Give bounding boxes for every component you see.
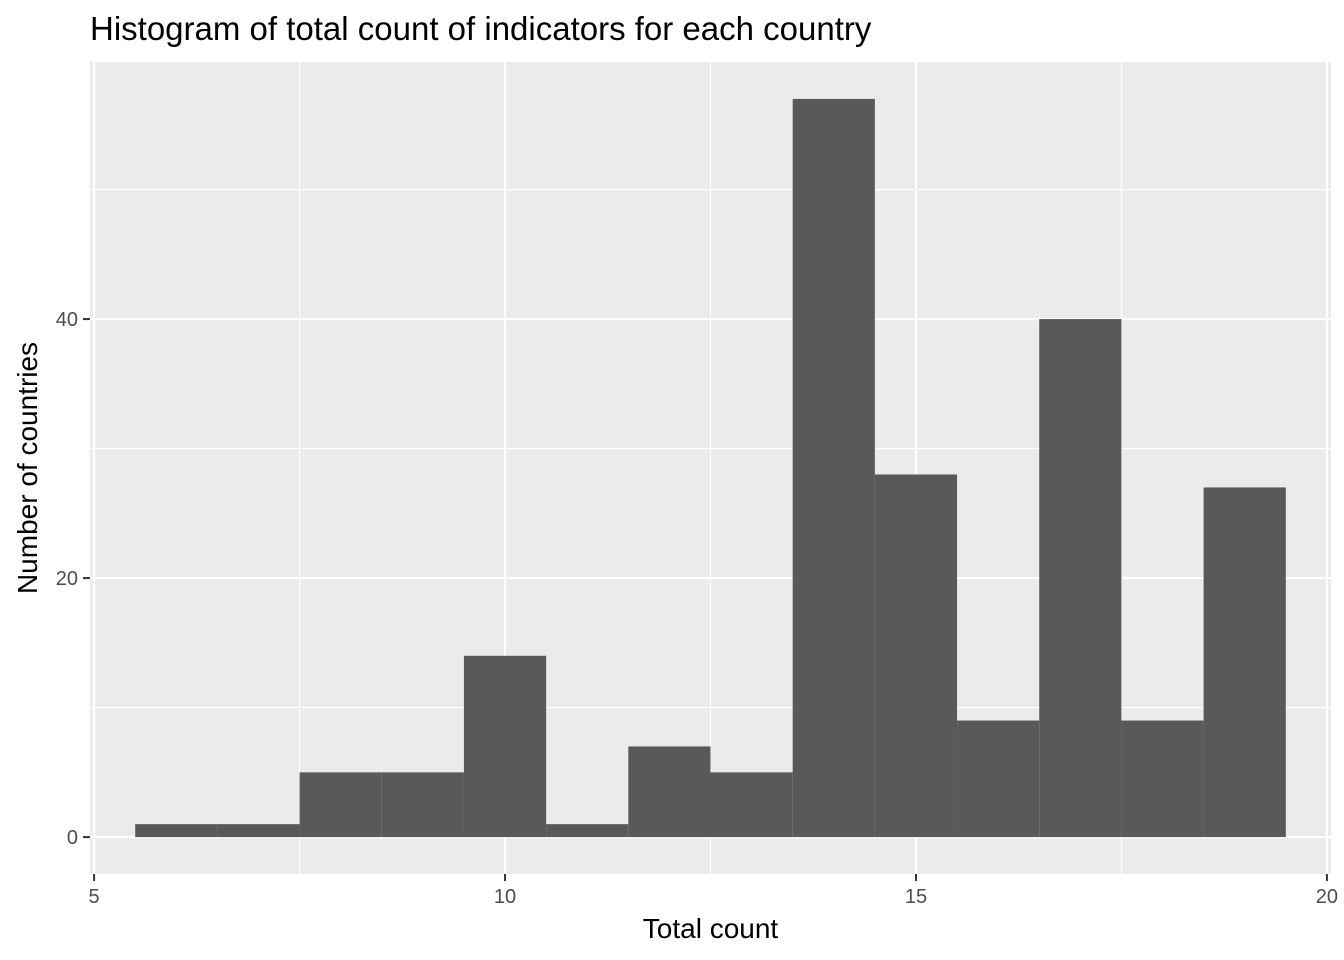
histogram-bar bbox=[546, 824, 629, 838]
histogram-bars bbox=[135, 98, 1286, 838]
y-axis: 0 20 40 bbox=[56, 309, 90, 849]
x-tick-label: 20 bbox=[1316, 886, 1338, 908]
x-tick-label: 15 bbox=[905, 886, 927, 908]
x-axis-title: Total count bbox=[643, 913, 779, 944]
histogram-bar bbox=[628, 746, 711, 838]
histogram-bar bbox=[957, 720, 1040, 838]
histogram-bar bbox=[381, 772, 464, 838]
histogram-bar bbox=[1039, 319, 1122, 838]
histogram-bar bbox=[299, 772, 382, 838]
histogram-bar bbox=[135, 824, 218, 838]
chart-title: Histogram of total count of indicators f… bbox=[90, 10, 872, 47]
y-tick-label: 0 bbox=[67, 827, 78, 849]
y-tick-label: 40 bbox=[56, 309, 78, 331]
histogram-bar bbox=[1203, 487, 1286, 838]
histogram-bar bbox=[217, 824, 300, 838]
x-tick-label: 5 bbox=[89, 886, 100, 908]
y-tick-label: 20 bbox=[56, 568, 78, 590]
histogram-bar bbox=[792, 98, 875, 838]
histogram-bar bbox=[710, 772, 793, 838]
histogram-bar bbox=[1121, 720, 1204, 838]
x-axis: 5 10 15 20 bbox=[89, 874, 1338, 908]
histogram-bar bbox=[874, 474, 958, 838]
y-axis-title: Number of countries bbox=[12, 342, 43, 594]
x-tick-label: 10 bbox=[494, 886, 516, 908]
histogram-bar bbox=[463, 655, 547, 838]
